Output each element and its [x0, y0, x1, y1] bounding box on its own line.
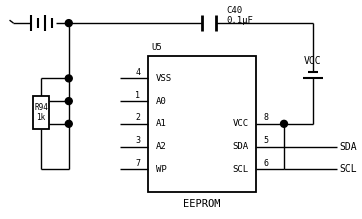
Text: SCL: SCL — [232, 165, 248, 174]
Text: 7: 7 — [135, 159, 140, 168]
Text: SDA: SDA — [339, 141, 357, 152]
Text: U5: U5 — [152, 43, 163, 52]
Text: R94
1k: R94 1k — [34, 103, 48, 122]
Circle shape — [65, 75, 72, 82]
Text: VSS: VSS — [156, 74, 172, 83]
Text: 3: 3 — [135, 136, 140, 145]
Text: C40
0.1μF: C40 0.1μF — [227, 5, 254, 25]
Text: EEPROM: EEPROM — [183, 199, 221, 209]
Text: VCC: VCC — [304, 56, 321, 66]
Circle shape — [281, 120, 287, 127]
Text: A1: A1 — [156, 119, 167, 128]
Text: SDA: SDA — [232, 142, 248, 151]
Text: 5: 5 — [264, 136, 269, 145]
Bar — [33, 96, 49, 129]
Text: 1: 1 — [135, 91, 140, 100]
Text: 2: 2 — [135, 113, 140, 122]
Circle shape — [65, 20, 72, 26]
Text: 6: 6 — [264, 159, 269, 168]
Text: A2: A2 — [156, 142, 167, 151]
Bar — [148, 56, 256, 192]
Text: SCL: SCL — [339, 164, 357, 174]
Circle shape — [65, 98, 72, 104]
Text: 4: 4 — [135, 68, 140, 77]
Text: 8: 8 — [264, 113, 269, 122]
Text: WP: WP — [156, 165, 167, 174]
Circle shape — [65, 120, 72, 127]
Text: VCC: VCC — [232, 119, 248, 128]
Text: A0: A0 — [156, 97, 167, 106]
